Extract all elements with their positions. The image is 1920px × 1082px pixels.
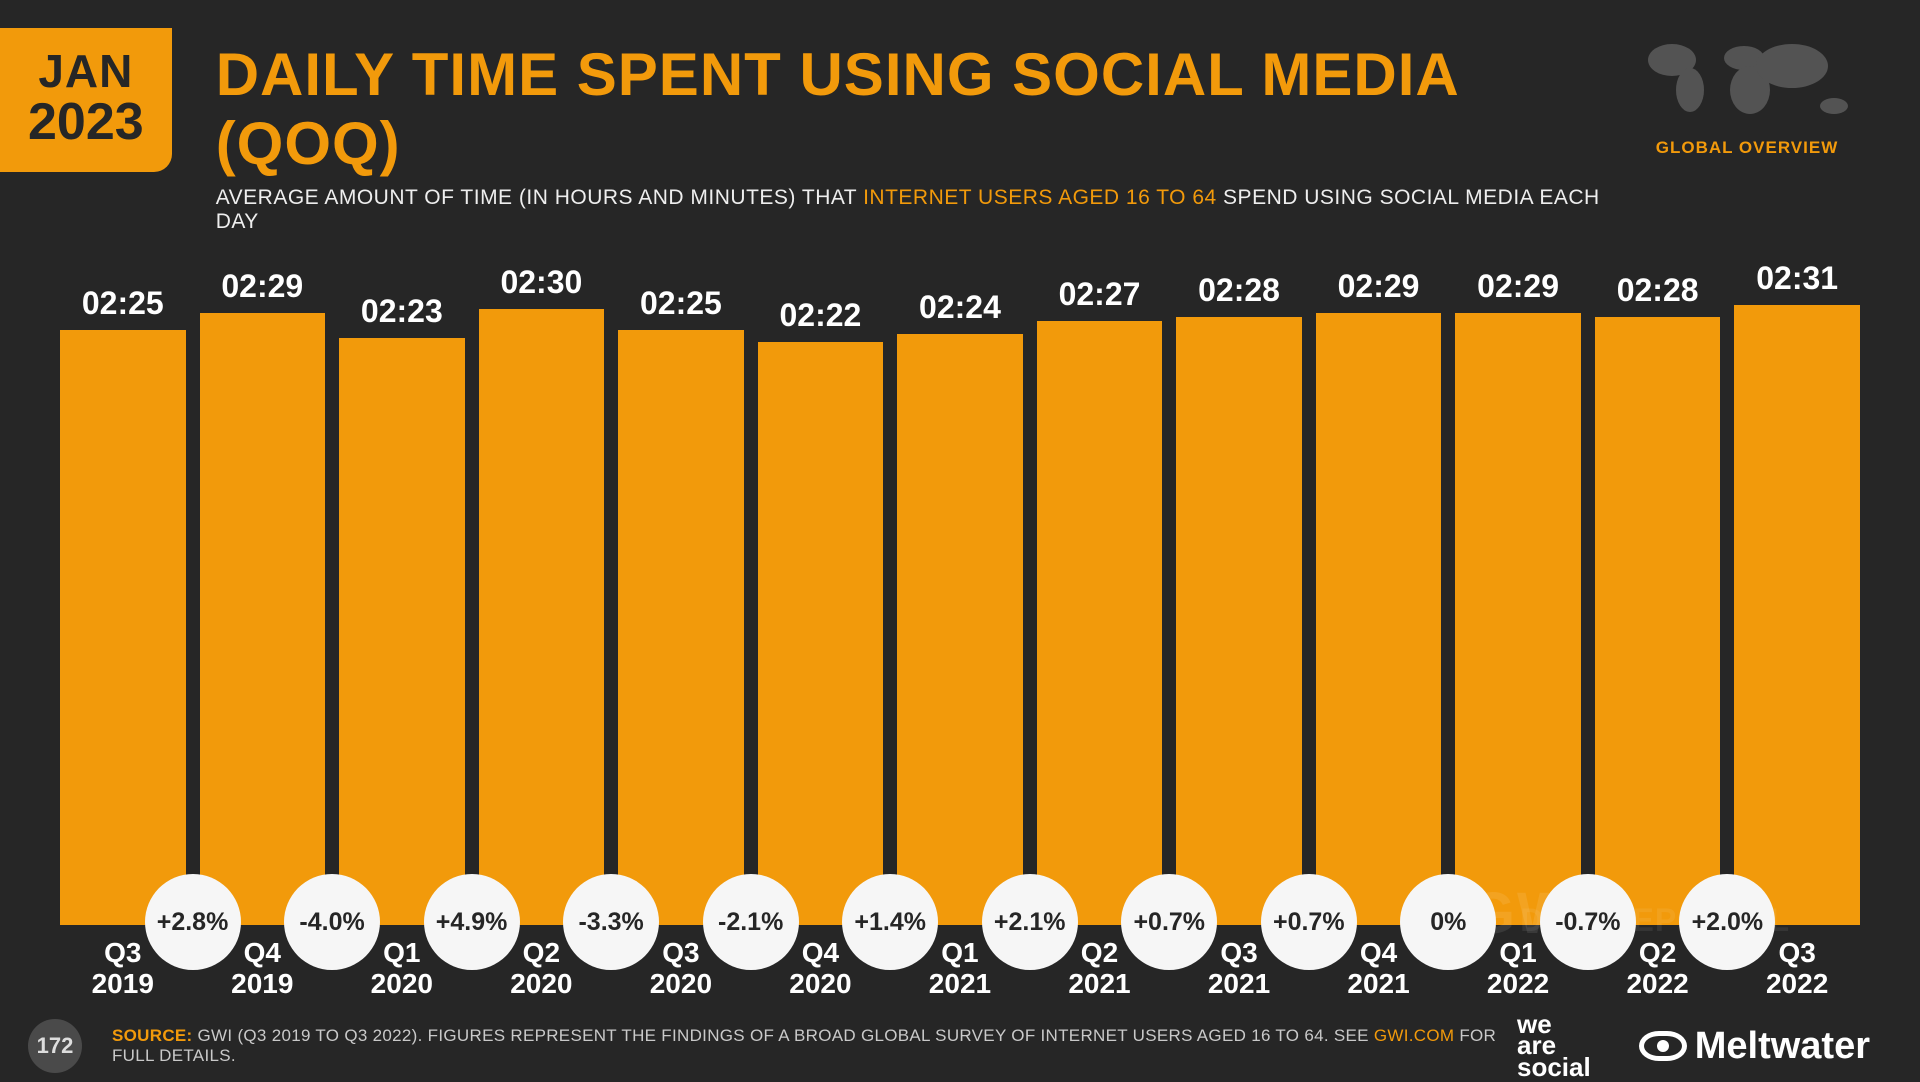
globe-block: GLOBAL OVERVIEW <box>1632 32 1862 158</box>
bar <box>758 342 884 925</box>
header: JAN 2023 DAILY TIME SPENT USING SOCIAL M… <box>0 0 1920 234</box>
bar-chart: 02:25 02:29 02:23 02:30 02:25 02:22 02:24 02:27… <box>60 200 1860 925</box>
source-label: SOURCE: <box>112 1026 193 1045</box>
delta-badge: +2.8% <box>145 874 241 970</box>
bar-value-label: 02:25 <box>640 285 722 322</box>
bar-value-label: 02:31 <box>1756 260 1838 297</box>
delta-badge: +2.1% <box>982 874 1078 970</box>
footer: 172 SOURCE: GWI (Q3 2019 TO Q3 2022). FI… <box>0 1012 1920 1080</box>
delta-badge: 0% <box>1400 874 1496 970</box>
bar-slot: 02:30 <box>479 200 605 925</box>
source-link: GWI.COM <box>1374 1026 1454 1045</box>
delta-badge: +2.0% <box>1679 874 1775 970</box>
bar-slot: 02:28 <box>1176 200 1302 925</box>
bar-value-label: 02:22 <box>780 297 862 334</box>
bar-value-label: 02:29 <box>1477 268 1559 305</box>
bar-value-label: 02:23 <box>361 293 443 330</box>
bar <box>1037 321 1163 925</box>
date-badge: JAN 2023 <box>0 28 172 172</box>
we-are-social-logo: we are social <box>1517 1014 1591 1078</box>
delta-badge: +0.7% <box>1261 874 1357 970</box>
bar <box>1455 313 1581 925</box>
bar-value-label: 02:30 <box>500 264 582 301</box>
date-year: 2023 <box>28 96 144 148</box>
bar-value-label: 02:25 <box>82 285 164 322</box>
bar-slot: 02:29 <box>1455 200 1581 925</box>
meltwater-text: Meltwater <box>1695 1025 1870 1068</box>
bar-slot: 02:31 <box>1734 200 1860 925</box>
bar-slot: 02:24 <box>897 200 1023 925</box>
bar-value-label: 02:28 <box>1198 272 1280 309</box>
meltwater-logo: Meltwater <box>1639 1025 1870 1068</box>
date-month: JAN <box>28 48 144 94</box>
source-text-pre: GWI (Q3 2019 TO Q3 2022). FIGURES REPRES… <box>193 1026 1374 1045</box>
bar <box>1595 317 1721 925</box>
world-map-icon <box>1632 32 1862 132</box>
delta-badge: -4.0% <box>284 874 380 970</box>
bar <box>479 309 605 925</box>
was-line3: social <box>1517 1057 1591 1078</box>
bar <box>200 313 326 925</box>
bar <box>339 338 465 925</box>
bar-value-label: 02:28 <box>1617 272 1699 309</box>
bar <box>1316 313 1442 925</box>
bar-slot: 02:25 <box>618 200 744 925</box>
bar-value-label: 02:27 <box>1059 276 1141 313</box>
bar-value-label: 02:29 <box>221 268 303 305</box>
delta-badge: -3.3% <box>563 874 659 970</box>
delta-badge: +1.4% <box>842 874 938 970</box>
bar-slot: 02:29 <box>200 200 326 925</box>
delta-badge: -0.7% <box>1540 874 1636 970</box>
bar <box>618 330 744 925</box>
bar-slot: 02:29 <box>1316 200 1442 925</box>
bar <box>60 330 186 925</box>
bar <box>897 334 1023 925</box>
bar-value-label: 02:24 <box>919 289 1001 326</box>
page-title: DAILY TIME SPENT USING SOCIAL MEDIA (QOQ… <box>216 40 1632 178</box>
delta-badge: +4.9% <box>424 874 520 970</box>
delta-badge: -2.1% <box>703 874 799 970</box>
source-line: SOURCE: GWI (Q3 2019 TO Q3 2022). FIGURE… <box>112 1026 1517 1066</box>
logo-group: we are social Meltwater <box>1517 1014 1870 1078</box>
bar-slot: 02:23 <box>339 200 465 925</box>
bar-slot: 02:25 <box>60 200 186 925</box>
meltwater-eye-icon <box>1639 1031 1687 1061</box>
delta-badge: +0.7% <box>1121 874 1217 970</box>
bar-slot: 02:22 <box>758 200 884 925</box>
bar-value-label: 02:29 <box>1338 268 1420 305</box>
page-number-badge: 172 <box>28 1019 82 1073</box>
bar-slot: 02:27 <box>1037 200 1163 925</box>
bar-slot: 02:28 <box>1595 200 1721 925</box>
bar <box>1734 305 1860 925</box>
globe-label: GLOBAL OVERVIEW <box>1632 138 1862 158</box>
bar <box>1176 317 1302 925</box>
